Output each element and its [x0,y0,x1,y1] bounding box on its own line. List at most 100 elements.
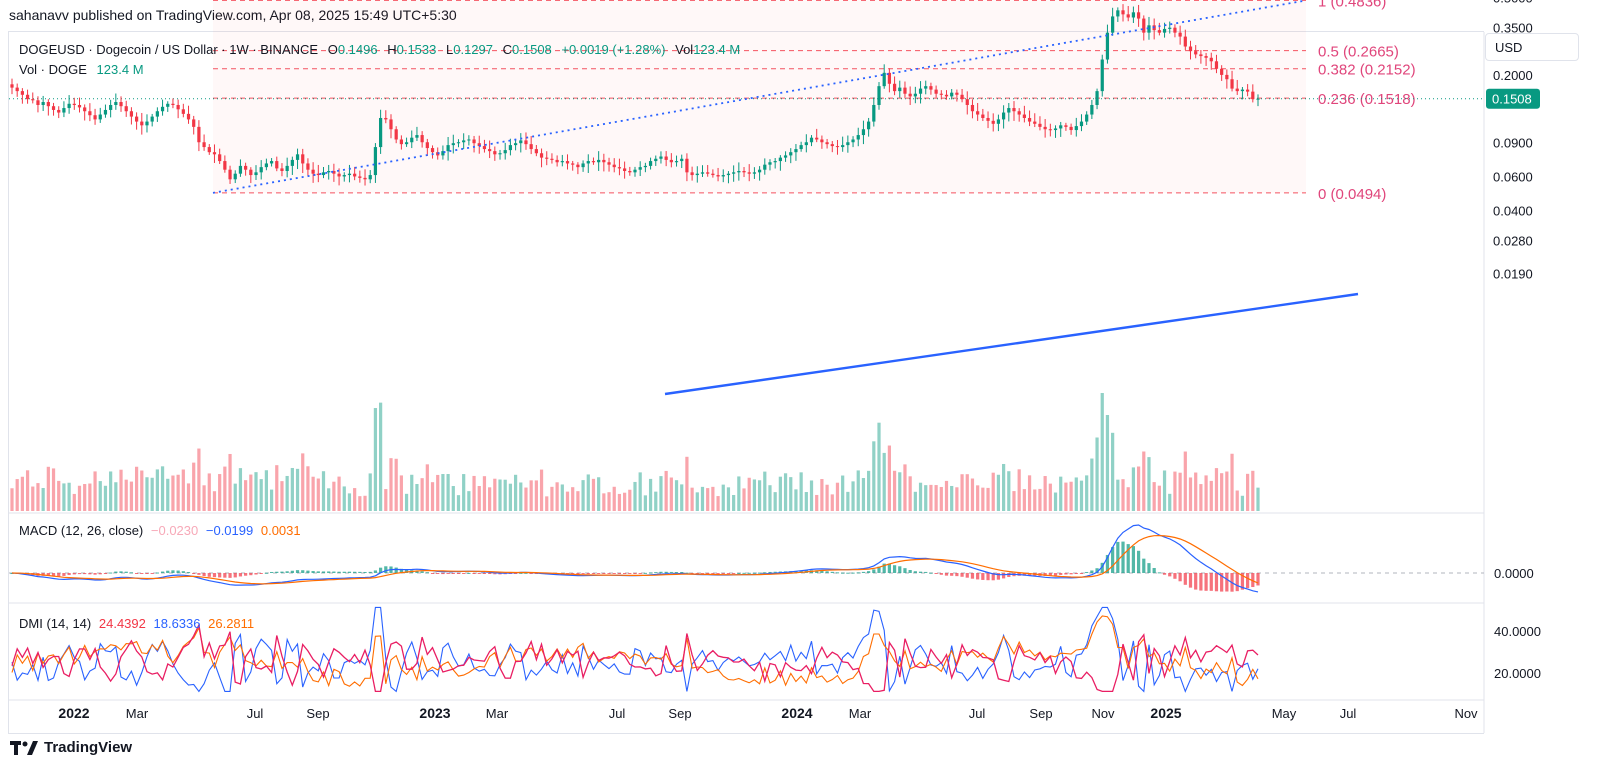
candle-body [233,173,237,180]
volume-bar [1079,480,1084,511]
candle-body [882,72,886,87]
candle-body [228,169,232,180]
volume-bar [623,492,627,511]
volume-bar [576,491,580,511]
macd-histogram-bar [929,572,933,574]
volume-bar [825,484,829,511]
macd-histogram-bar [46,573,50,577]
candle-body [1173,27,1177,33]
volume-bar [51,468,56,511]
candle-body [591,161,596,163]
candle-body [763,164,767,170]
volume-bar [280,481,284,511]
volume-bar [488,487,492,511]
candle-body [1048,129,1052,131]
candle-body [778,157,782,162]
candle-body [410,137,414,143]
macd-histogram-bar [67,573,71,576]
macd-histogram-bar [218,573,222,578]
candle-body [269,161,274,164]
volume-bar [1085,475,1089,511]
time-axis-label: Jul [1340,706,1357,721]
volume-bar [98,481,102,511]
macd-histogram-bar [103,573,108,574]
macd-histogram-bar [638,573,642,574]
macd-histogram-bar [1126,544,1130,573]
volume-bar [908,476,912,511]
macd-histogram-bar [1157,572,1161,574]
candle-body [41,102,45,105]
volume-bar [1001,463,1006,511]
candle-body [571,163,575,165]
macd-histogram-bar [965,573,969,578]
symbol-title[interactable]: DOGEUSD · Dogecoin / US Dollar · 1W · BI… [19,42,319,57]
time-axis-label: Mar [486,706,509,721]
macd-histogram-bar [732,573,736,574]
candle-body [617,167,622,169]
price-legend: DOGEUSD · Dogecoin / US Dollar · 1W · BI… [19,40,740,80]
macd-histogram-bar [83,573,87,575]
macd-histogram-bar [430,573,435,574]
candle-body [628,171,632,173]
macd-histogram-bar [581,573,585,575]
volume-bar [700,486,705,511]
volume-bar [742,488,746,511]
tradingview-logo: TradingView [10,739,132,756]
dmi-title[interactable]: DMI (14, 14) [19,616,92,631]
candle-body [1090,104,1094,115]
candle-body [586,161,590,164]
macd-histogram-bar [301,570,305,573]
candle-body [924,86,928,89]
candle-body [685,158,689,173]
last-price-label-badge [1486,88,1540,109]
macd-histogram-bar [140,573,144,574]
candle-body [861,129,866,136]
candle-body [493,151,497,155]
volume-bar [861,478,866,511]
last-price-label: 0.1508 [1492,92,1532,107]
macd-title[interactable]: MACD (12, 26, close) [19,523,144,538]
volume-bar [285,475,289,511]
macd-histogram-bar [290,570,294,573]
candle-body [218,154,222,162]
candle-body [238,165,243,174]
macd-signal-value: 0.0031 [260,523,301,538]
macd-histogram-bar [482,573,487,574]
macd-histogram-bar [726,573,731,574]
macd-histogram-bar [145,573,149,574]
candle-body [695,173,699,176]
macd-histogram-bar [166,570,170,573]
candle-body [57,109,61,113]
volume-bar [67,482,71,511]
volume-bar [752,479,757,511]
volume-bar [1111,432,1115,511]
candle-body [815,137,819,140]
currency-selector[interactable]: USD [1485,33,1579,61]
candle-body [726,173,731,176]
volume-indicator-label[interactable]: Vol · DOGE [19,62,87,77]
macd-histogram-bar [451,573,455,574]
macd-histogram-bar [664,571,668,573]
volume-bar [1251,470,1255,511]
macd-histogram-bar [815,570,819,573]
volume-bar [659,476,663,511]
macd-histogram-bar [306,570,310,573]
candle-body [846,142,850,146]
candle-body [820,139,824,143]
volume-bar [1162,470,1167,511]
volume-bar [685,456,689,511]
volume-bar [1220,473,1224,511]
volume-bar [841,475,845,511]
candle-body [1033,121,1037,124]
macd-histogram-bar [513,573,518,574]
candle-body [1214,61,1219,69]
macd-histogram-bar [176,570,180,573]
candle-body [783,155,788,158]
macd-histogram-bar [98,573,102,575]
open-label: O [327,42,338,57]
macd-histogram-bar [1194,573,1198,590]
candle-body [565,161,570,164]
macd-histogram-bar [202,573,206,577]
volume-bar [254,472,258,511]
